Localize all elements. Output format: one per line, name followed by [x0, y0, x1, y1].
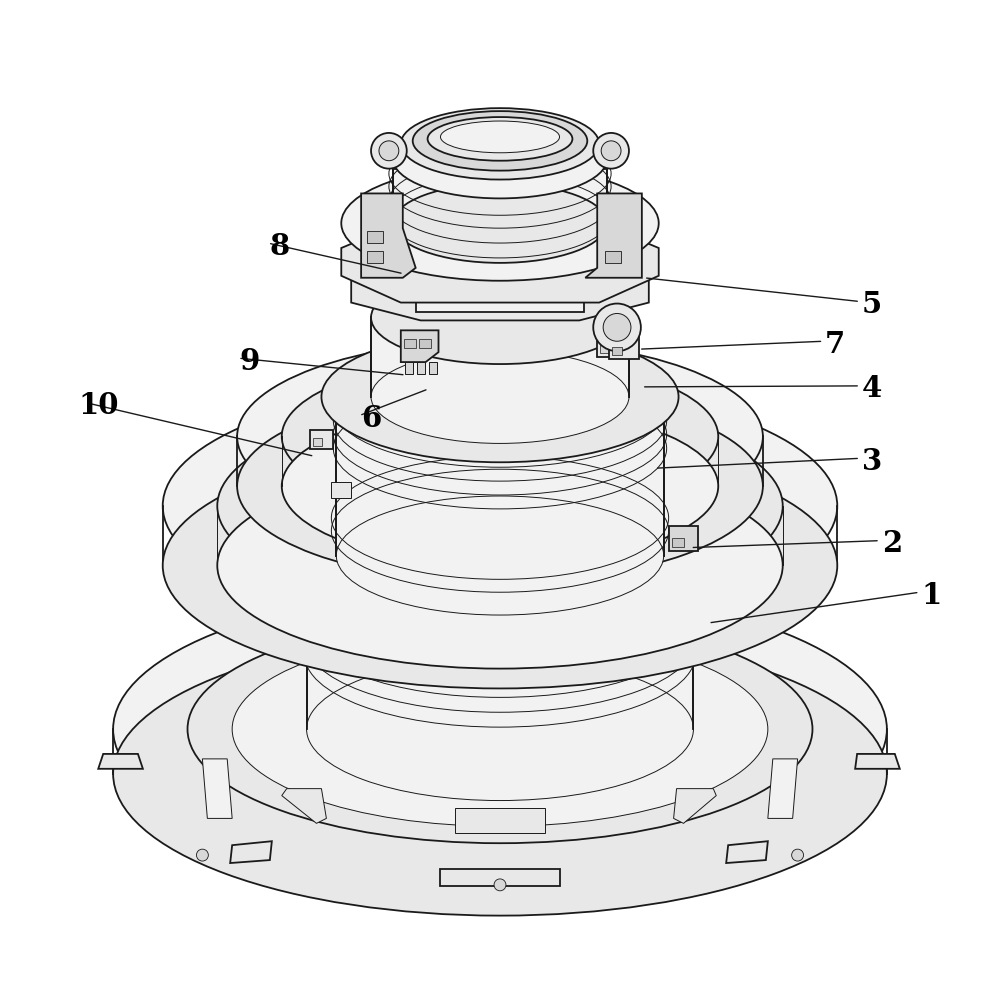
Bar: [600, 329, 612, 339]
Polygon shape: [98, 754, 143, 769]
Bar: [419, 339, 431, 348]
Text: 4: 4: [862, 374, 882, 404]
Ellipse shape: [113, 587, 887, 871]
Ellipse shape: [413, 111, 587, 171]
Ellipse shape: [371, 350, 629, 443]
Polygon shape: [336, 397, 664, 556]
Ellipse shape: [217, 403, 783, 609]
Circle shape: [494, 879, 506, 891]
Circle shape: [196, 849, 208, 861]
Ellipse shape: [217, 462, 783, 669]
Bar: [313, 438, 322, 446]
Polygon shape: [440, 869, 560, 886]
Text: 7: 7: [825, 329, 845, 359]
Polygon shape: [585, 193, 642, 278]
Text: 1: 1: [921, 580, 942, 610]
Ellipse shape: [237, 340, 763, 533]
Text: 5: 5: [862, 290, 882, 319]
Ellipse shape: [282, 407, 718, 565]
Bar: [609, 331, 639, 359]
Bar: [417, 362, 425, 374]
Bar: [367, 251, 383, 263]
Bar: [405, 362, 413, 374]
Ellipse shape: [371, 271, 629, 364]
Bar: [672, 538, 684, 547]
Ellipse shape: [440, 121, 560, 153]
Ellipse shape: [188, 615, 812, 843]
Ellipse shape: [232, 632, 768, 826]
Polygon shape: [371, 317, 629, 397]
Text: 10: 10: [78, 391, 118, 421]
Ellipse shape: [401, 108, 599, 180]
Bar: [429, 362, 437, 374]
Polygon shape: [393, 169, 607, 223]
Ellipse shape: [393, 119, 607, 198]
Ellipse shape: [307, 658, 693, 801]
Ellipse shape: [336, 337, 664, 456]
Circle shape: [601, 141, 621, 161]
Polygon shape: [455, 808, 545, 833]
Ellipse shape: [321, 331, 679, 462]
Bar: [612, 347, 622, 355]
Ellipse shape: [113, 632, 887, 916]
Text: 6: 6: [361, 404, 381, 434]
Polygon shape: [855, 754, 900, 769]
Bar: [404, 339, 416, 348]
Bar: [367, 231, 383, 243]
Bar: [605, 251, 621, 263]
Ellipse shape: [282, 357, 718, 516]
Ellipse shape: [163, 442, 837, 688]
Text: 8: 8: [270, 231, 290, 261]
Polygon shape: [202, 759, 232, 818]
Polygon shape: [669, 526, 698, 551]
Polygon shape: [401, 330, 438, 362]
Circle shape: [792, 849, 804, 861]
Ellipse shape: [336, 496, 664, 615]
Circle shape: [379, 141, 399, 161]
Ellipse shape: [428, 117, 572, 161]
Ellipse shape: [307, 484, 693, 627]
Ellipse shape: [341, 166, 659, 281]
Polygon shape: [351, 228, 649, 320]
Text: 3: 3: [862, 446, 882, 476]
Polygon shape: [361, 193, 416, 278]
Circle shape: [371, 133, 407, 169]
Text: 9: 9: [240, 346, 260, 376]
Polygon shape: [674, 789, 716, 823]
Circle shape: [593, 133, 629, 169]
Polygon shape: [230, 841, 272, 863]
Ellipse shape: [237, 390, 763, 582]
Polygon shape: [307, 556, 693, 729]
Ellipse shape: [393, 184, 607, 263]
Bar: [331, 482, 351, 498]
Bar: [310, 430, 333, 449]
Ellipse shape: [351, 193, 649, 303]
Circle shape: [593, 304, 641, 351]
Polygon shape: [768, 759, 798, 818]
Polygon shape: [341, 223, 659, 303]
Circle shape: [603, 313, 631, 341]
Polygon shape: [726, 841, 768, 863]
Bar: [416, 271, 584, 312]
Bar: [597, 317, 627, 357]
Ellipse shape: [163, 383, 837, 629]
Bar: [600, 343, 612, 353]
Polygon shape: [282, 789, 326, 823]
Text: 2: 2: [882, 529, 902, 558]
